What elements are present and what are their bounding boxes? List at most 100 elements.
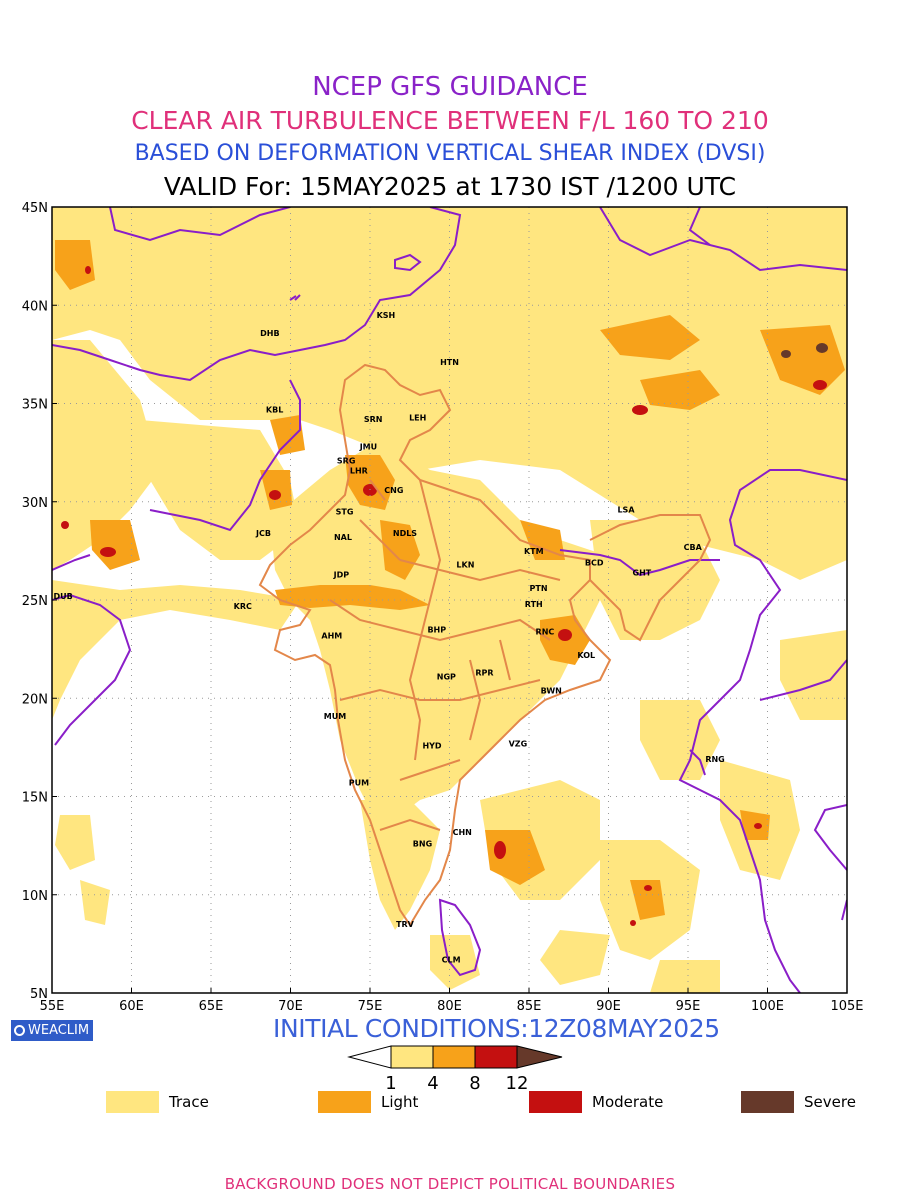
legend-trace-swatch: [106, 1091, 159, 1113]
city-label-pum: PUM: [349, 779, 369, 788]
city-label-dhb: DHB: [260, 329, 279, 338]
city-label-clm: CLM: [442, 956, 461, 965]
boundary-disclaimer: BACKGROUND DOES NOT DEPICT POLITICAL BOU…: [224, 1175, 676, 1193]
city-label-bcd: BCD: [585, 559, 604, 568]
lat-tick-label: 15N: [22, 791, 48, 806]
colorbar-label-8: 8: [469, 1073, 480, 1092]
title-line2: CLEAR AIR TURBULENCE BETWEEN F/L 160 TO …: [131, 106, 769, 135]
lon-tick-label: 85E: [517, 999, 542, 1014]
longitude-labels: 55E 60E 65E 70E 75E 80E 85E 90E 95E 100E 105E: [40, 988, 864, 1014]
city-label-leh: LEH: [409, 413, 426, 422]
city-label-bhp: BHP: [427, 625, 446, 634]
lon-tick-label: 100E: [751, 999, 784, 1014]
city-label-mum: MUM: [324, 712, 346, 721]
lat-tick-label: 30N: [22, 496, 48, 511]
india-state-outlines: [258, 363, 712, 927]
moderate-turbulence-areas: [61, 266, 827, 926]
city-label-rng: RNG: [705, 755, 724, 764]
lat-tick-label: 40N: [22, 299, 48, 314]
colorbar-trace-segment: [390, 1045, 434, 1069]
lon-tick-label: 95E: [676, 999, 701, 1014]
legend-severe-swatch: [741, 1091, 794, 1113]
lon-tick-label: 80E: [437, 999, 462, 1014]
legend-severe: Severe: [741, 1091, 856, 1113]
weaclim-logo: WEACLIM: [11, 1020, 94, 1041]
colorbar-light-segment: [432, 1045, 476, 1069]
colorbar-label-12: 12: [506, 1073, 529, 1092]
city-label-srn: SRN: [364, 415, 383, 424]
city-label-ksh: KSH: [377, 311, 396, 320]
lat-tick-label: 35N: [22, 398, 48, 413]
lat-lon-grid: [52, 207, 847, 993]
city-label-hyd: HYD: [422, 741, 441, 750]
city-label-bwn: BWN: [541, 686, 562, 695]
city-label-cng: CNG: [384, 486, 403, 495]
title-line1: NCEP GFS GUIDANCE: [312, 72, 588, 102]
legend-light-label: Light: [381, 1093, 419, 1111]
colorbar-label-1: 1: [385, 1073, 396, 1092]
city-label-kbl: KBL: [266, 405, 283, 414]
city-label-chn: CHN: [453, 828, 472, 837]
lon-tick-label: 55E: [40, 999, 65, 1014]
legend-trace-label: Trace: [169, 1093, 209, 1111]
lon-tick-label: 105E: [830, 999, 863, 1014]
city-label-lsa: LSA: [617, 506, 635, 515]
city-label-trv: TRV: [396, 920, 415, 929]
city-label-stg: STG: [336, 508, 354, 517]
coastlines-boundaries: [52, 207, 847, 993]
city-label-ndls: NDLS: [393, 529, 417, 538]
city-label-kol: KOL: [577, 651, 595, 660]
colorbar-moderate-segment: [474, 1045, 518, 1069]
city-label-ktm: KTM: [524, 547, 544, 556]
legend-moderate-label: Moderate: [592, 1093, 664, 1111]
severe-turbulence-areas: [781, 343, 828, 358]
latitude-labels: 45N 40N 35N 30N 25N 20N 15N 10N 5N: [22, 201, 57, 1002]
legend-light: Light: [318, 1091, 418, 1113]
legend-trace: Trace: [106, 1091, 209, 1113]
city-label-jmu: JMU: [359, 443, 377, 452]
city-label-htn: HTN: [440, 358, 459, 367]
city-label-jdp: JDP: [333, 570, 350, 579]
color-scale-bar: 1 4 8 12: [347, 1045, 563, 1092]
city-label-rnc: RNC: [536, 627, 555, 636]
city-label-ahm: AHM: [321, 631, 342, 640]
lon-tick-label: 60E: [119, 999, 144, 1014]
city-label-rpr: RPR: [475, 669, 493, 678]
city-label-nal: NAL: [334, 533, 352, 542]
initial-conditions-label: INITIAL CONDITIONS:12Z08MAY2025: [273, 1014, 720, 1043]
title-line3: BASED ON DEFORMATION VERTICAL SHEAR INDE…: [134, 141, 766, 166]
lat-tick-label: 10N: [22, 889, 48, 904]
city-label-dub: DUB: [54, 592, 73, 601]
lon-tick-label: 70E: [278, 999, 303, 1014]
colorbar-severe-arrow: [516, 1045, 563, 1069]
legend-moderate: Moderate: [529, 1091, 663, 1113]
city-label-ght: GHT: [633, 568, 652, 577]
lat-tick-label: 45N: [22, 201, 48, 216]
city-label-lkn: LKN: [456, 561, 474, 570]
valid-time-title: VALID For: 15MAY2025 at 1730 IST /1200 U…: [163, 172, 737, 201]
city-label-krc: KRC: [234, 602, 252, 611]
lon-tick-label: 65E: [199, 999, 224, 1014]
city-label-cba: CBA: [684, 543, 703, 552]
city-label-vzg: VZG: [509, 739, 528, 748]
logo-circle-icon: [14, 1025, 25, 1036]
light-turbulence-areas: [55, 240, 845, 920]
city-label-jcb: JCB: [255, 529, 271, 538]
legend-severe-label: Severe: [804, 1093, 856, 1111]
city-label-rth: RTH: [525, 600, 543, 609]
colorbar-label-4: 4: [427, 1073, 438, 1092]
city-label-srg: SRG: [337, 456, 356, 465]
legend-light-swatch: [318, 1091, 371, 1113]
city-label-lhr: LHR: [350, 466, 368, 475]
city-label-bng: BNG: [413, 840, 432, 849]
lon-tick-label: 75E: [358, 999, 383, 1014]
lat-tick-label: 20N: [22, 692, 48, 707]
city-label-ptn: PTN: [530, 584, 548, 593]
lat-tick-label: 25N: [22, 594, 48, 609]
lat-tick-label: 5N: [30, 987, 48, 1002]
logo-text: WEACLIM: [28, 1023, 90, 1038]
city-label-ngp: NGP: [437, 673, 456, 682]
